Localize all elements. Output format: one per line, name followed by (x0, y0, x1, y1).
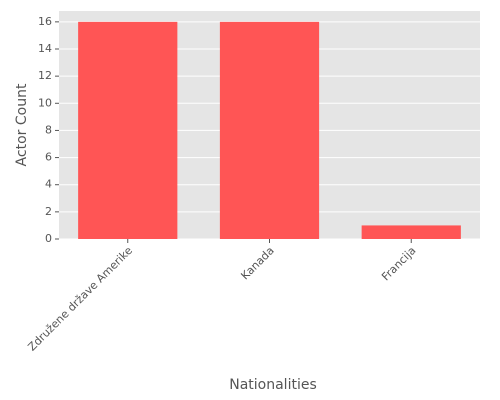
x-axis-label: Nationalities (229, 377, 317, 393)
bar (78, 21, 178, 239)
y-tick-label: 8 (45, 123, 52, 136)
y-tick-label: 0 (45, 232, 52, 245)
x-tick-label: Združene države Amerike (25, 244, 135, 354)
y-tick-label: 12 (38, 69, 52, 82)
y-tick-label: 16 (38, 15, 52, 28)
y-tick-label: 6 (45, 151, 52, 164)
bar (219, 21, 320, 239)
y-tick-label: 14 (38, 42, 52, 55)
x-tick-label: Kanada (238, 244, 276, 282)
y-axis-label: Actor Count (14, 83, 30, 166)
x-tick-label: Francija (379, 244, 418, 283)
y-tick-label: 4 (45, 178, 52, 191)
y-tick-label: 10 (38, 96, 52, 109)
bar (361, 225, 461, 239)
y-tick-label: 2 (45, 205, 52, 218)
